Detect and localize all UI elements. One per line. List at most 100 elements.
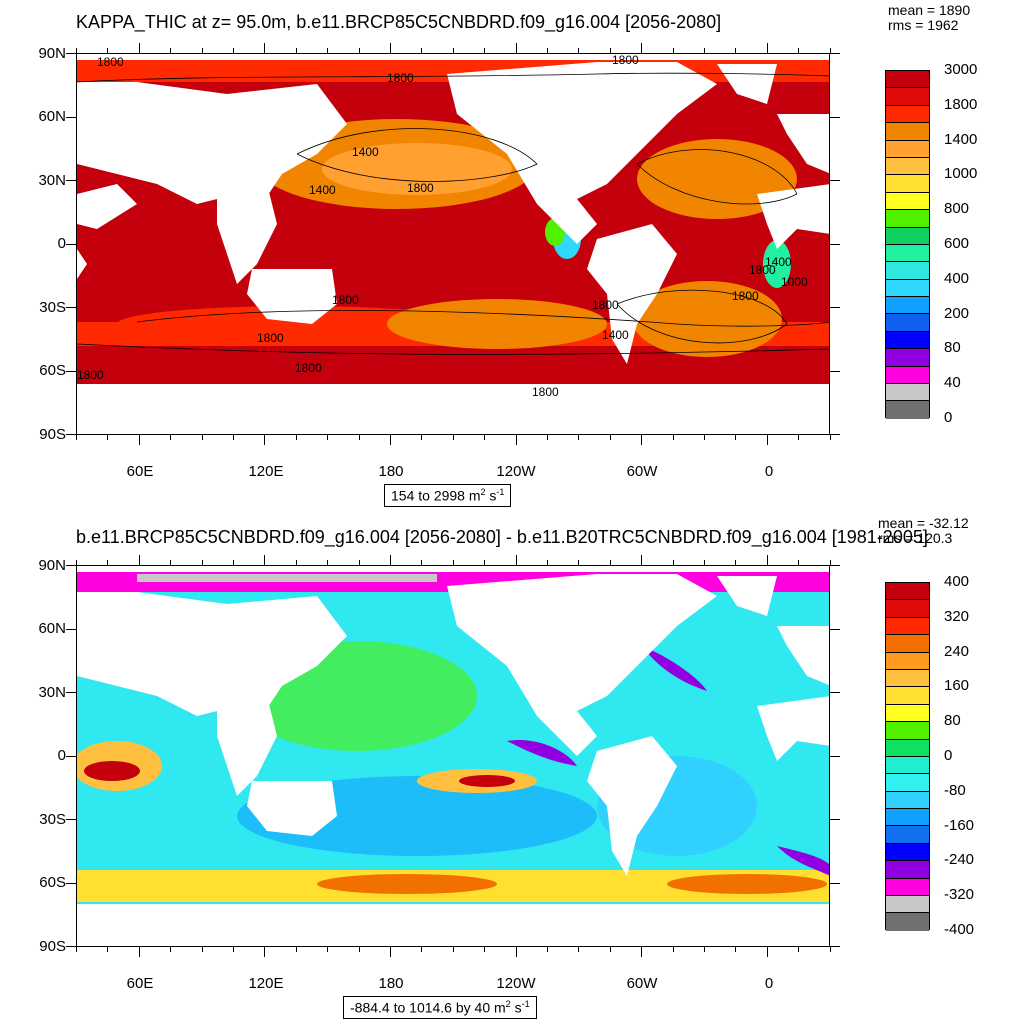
axis-tick — [641, 555, 643, 565]
axis-tick — [390, 555, 391, 565]
contour-label: 1400 — [309, 183, 336, 197]
top-natl-pool — [637, 139, 797, 219]
axis-tick — [66, 370, 76, 372]
axis-tick — [421, 560, 423, 565]
top-antarctica — [77, 384, 829, 434]
contour-label: 1400 — [352, 145, 379, 159]
bottom-colorbar-segment — [886, 774, 929, 792]
top-colorbar-segment — [886, 331, 929, 350]
top-colorbar-label: 1800 — [944, 95, 978, 113]
bottom-rms: rms = 120.3 — [878, 530, 953, 546]
top-range-sup2: -1 — [496, 487, 505, 497]
bottom-natl-purple — [642, 646, 707, 691]
contour-label: 1000 — [781, 275, 808, 289]
axis-tick — [704, 435, 705, 440]
bottom-lon-label: 120E — [248, 975, 284, 992]
axis-tick — [578, 48, 580, 53]
axis-tick — [170, 560, 172, 565]
top-colorbar-segment — [886, 175, 929, 193]
axis-tick — [66, 180, 76, 181]
axis-tick — [233, 560, 234, 565]
axis-tick — [358, 48, 360, 53]
contour-label: 1800 — [407, 181, 434, 195]
top-satl-pool — [632, 281, 782, 357]
top-colorbar-segment — [886, 349, 929, 367]
axis-tick — [547, 560, 548, 565]
contour-label: 1800 — [332, 293, 359, 307]
bottom-colorbar-label: -80 — [944, 781, 966, 799]
bottom-map — [76, 565, 830, 947]
axis-tick — [66, 819, 76, 820]
bottom-so-orange2 — [667, 874, 827, 894]
contour-label: 1400 — [765, 255, 792, 269]
axis-tick — [704, 48, 705, 53]
top-mean: mean = 1890 — [888, 2, 971, 18]
axis-tick — [515, 43, 517, 53]
axis-tick — [829, 435, 831, 440]
top-colorbar-segment — [886, 227, 929, 245]
bottom-range-sup1: 2 — [505, 999, 511, 1009]
contour-label: 1800 — [77, 368, 104, 382]
top-colorbar-segment — [886, 262, 929, 280]
axis-tick — [138, 947, 140, 957]
top-colorbar-segment — [886, 157, 929, 176]
top-colorbar-label: 600 — [944, 235, 970, 252]
axis-tick — [295, 435, 297, 440]
top-colorbar-segment — [886, 123, 929, 141]
axis-tick — [672, 48, 674, 53]
axis-tick — [327, 48, 329, 53]
axis-tick — [264, 435, 266, 445]
axis-tick — [201, 435, 203, 440]
axis-tick — [547, 435, 548, 440]
axis-tick — [609, 560, 611, 565]
axis-tick — [76, 435, 77, 440]
axis-tick — [578, 435, 580, 440]
axis-tick — [829, 947, 831, 952]
axis-tick — [830, 434, 840, 435]
top-lon-label: 60W — [626, 463, 658, 480]
top-colorbar-label: 3000 — [944, 61, 978, 78]
bottom-colorbar-segment — [886, 669, 929, 688]
axis-tick — [766, 555, 768, 565]
bottom-lon-label: 60E — [126, 975, 154, 992]
top-colorbar-label: 0 — [944, 409, 953, 426]
axis-tick — [327, 560, 329, 565]
top-lon-label: 60E — [126, 463, 154, 480]
top-range-mid: s — [485, 487, 497, 504]
axis-tick — [830, 628, 840, 630]
axis-tick — [76, 48, 77, 53]
axis-tick — [295, 48, 297, 53]
axis-tick — [327, 435, 329, 440]
axis-tick — [798, 560, 800, 565]
axis-tick — [830, 243, 840, 245]
top-lon-label: 0 — [764, 463, 774, 480]
axis-tick — [704, 947, 705, 952]
bottom-colorbar-segment — [886, 809, 929, 827]
axis-tick — [484, 48, 486, 53]
bottom-colorbar-label: -400 — [944, 921, 975, 938]
axis-tick — [66, 946, 76, 947]
bottom-colorbar-segment — [886, 843, 929, 862]
bottom-mean: mean = -32.12 — [878, 515, 969, 531]
axis-tick — [233, 48, 234, 53]
axis-tick — [66, 53, 76, 54]
contour-label: 1800 — [387, 71, 414, 85]
top-colorbar-segment — [886, 140, 929, 158]
axis-tick — [66, 755, 76, 757]
bottom-colorbar-segment — [886, 756, 929, 775]
axis-tick — [578, 947, 580, 952]
axis-tick — [233, 947, 234, 952]
axis-tick — [578, 560, 580, 565]
axis-tick — [201, 947, 203, 952]
top-npac-pool-inner — [322, 143, 512, 195]
top-colorbar-segment — [886, 88, 929, 106]
axis-tick — [830, 946, 840, 947]
top-map: 1800 1800 1800 1400 1400 1800 1800 1800 … — [76, 53, 830, 435]
contour-label: 1800 — [592, 298, 619, 312]
axis-tick — [107, 947, 109, 952]
top-colorbar-label: 40 — [944, 374, 961, 392]
axis-tick — [672, 435, 674, 440]
axis-tick — [515, 435, 517, 445]
bottom-colorbar-segment — [886, 861, 929, 879]
axis-tick — [735, 947, 737, 952]
